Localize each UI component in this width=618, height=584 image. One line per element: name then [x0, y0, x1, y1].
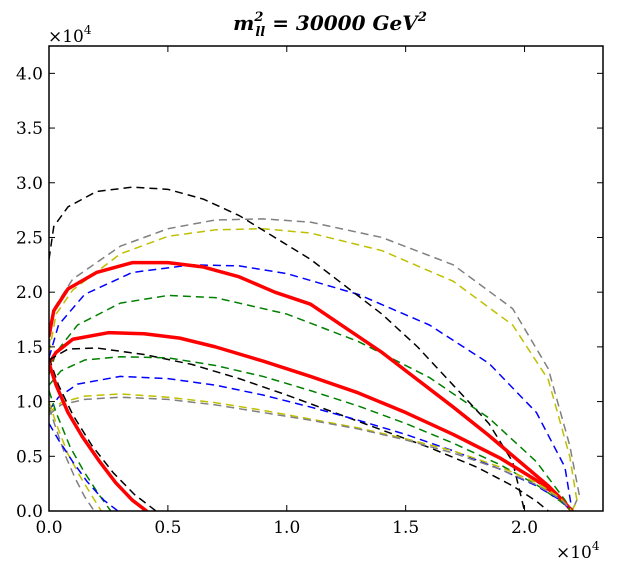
series-line-gray-inner [49, 396, 573, 511]
series-line-red-lower [49, 361, 149, 511]
y-tick-label: 3.5 [16, 119, 43, 139]
y-tick-label: 2.0 [16, 283, 43, 303]
x-tick-label: 1.0 [273, 518, 300, 538]
y-tick-label: 2.5 [16, 228, 43, 248]
series-line-gray-lower [49, 406, 95, 511]
series-line-green-outer [49, 294, 573, 511]
y-tick-label: 1.5 [16, 338, 43, 358]
series-line-red-inner [49, 330, 574, 511]
plot-frame [48, 45, 604, 512]
series-line-yellow-lower [49, 401, 102, 511]
y-tick-label: 4.0 [16, 64, 43, 84]
y-tick-label: 0.0 [16, 502, 43, 522]
y-tick-label: 1.0 [16, 393, 43, 413]
x-tick-label: 0.0 [35, 518, 62, 538]
series-line-blue-inner [49, 375, 573, 511]
ticks-layer: 0.0 0.5 1.0 1.5 2.0 0.0 0.5 1.0 1.5 2.0 2.5 3.0 3.5 4… [16, 46, 603, 538]
series-line-blue-outer [49, 264, 573, 511]
series-line-gray-outer [49, 218, 580, 511]
x-tick-label: 2.0 [511, 518, 538, 538]
x-axis-multiplier: ×104 [556, 539, 600, 563]
chart-title: m2 ll = 30000 GeV2 [233, 10, 427, 40]
y-tick-label: 3.0 [16, 174, 43, 194]
series-line-black-outer [49, 186, 526, 511]
curves-layer [49, 186, 580, 511]
x-tick-label: 1.5 [392, 518, 419, 538]
series-line-blue-lower [49, 423, 119, 511]
series-line-black-inner [49, 347, 549, 511]
series-line-red-outer [49, 260, 574, 511]
series-line-green-lower [49, 390, 112, 511]
x-tick-label: 0.5 [154, 518, 181, 538]
y-tick-label: 0.5 [16, 447, 43, 467]
series-line-yellow-outer [49, 227, 578, 511]
y-axis-multiplier: ×104 [48, 23, 92, 47]
series-line-green-inner [49, 355, 573, 511]
series-line-black-lower [49, 357, 157, 511]
series-line-yellow-inner [49, 393, 573, 511]
